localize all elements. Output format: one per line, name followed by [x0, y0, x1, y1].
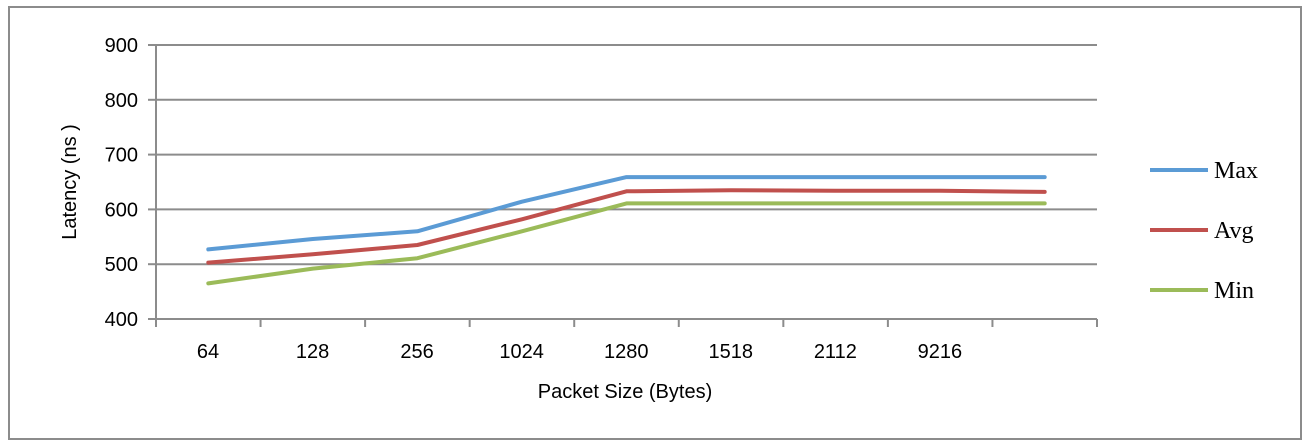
x-tick-label: 128 [296, 341, 329, 363]
series-lines [206, 175, 1047, 286]
x-axis-title: Packet Size (Bytes) [538, 381, 713, 403]
x-tick-label: 64 [197, 341, 219, 363]
x-tick-labels: 64 128 256 1024 1280 1518 2112 9216 [197, 341, 962, 363]
y-tick-label: 900 [105, 35, 138, 57]
series-line-max [206, 175, 1047, 252]
x-tick-label: 1518 [709, 341, 754, 363]
y-tick-label: 700 [105, 145, 138, 167]
y-tick-label: 600 [105, 199, 138, 221]
x-tick-label: 9216 [918, 341, 963, 363]
x-tick-label: 1024 [499, 341, 544, 363]
y-tick-labels: 400 500 600 700 800 900 [105, 35, 138, 331]
series-line-avg [206, 188, 1047, 265]
axes [148, 44, 1098, 327]
x-tick-label: 256 [400, 341, 433, 363]
chart-frame [8, 6, 1302, 440]
y-tick-label: 400 [105, 309, 138, 331]
legend-label-avg: Avg [1214, 218, 1254, 244]
gridlines [156, 44, 1097, 266]
legend-label-max: Max [1214, 158, 1258, 184]
y-tick-label: 800 [105, 90, 138, 112]
x-tick-label: 1280 [604, 341, 649, 363]
legend: Max Avg Min [1150, 158, 1258, 304]
y-tick-label: 500 [105, 254, 138, 276]
y-axis-title: Latency (ns ) [59, 124, 81, 240]
series-line-min [206, 201, 1047, 286]
x-tick-label: 2112 [814, 341, 857, 363]
legend-label-min: Min [1214, 278, 1254, 304]
